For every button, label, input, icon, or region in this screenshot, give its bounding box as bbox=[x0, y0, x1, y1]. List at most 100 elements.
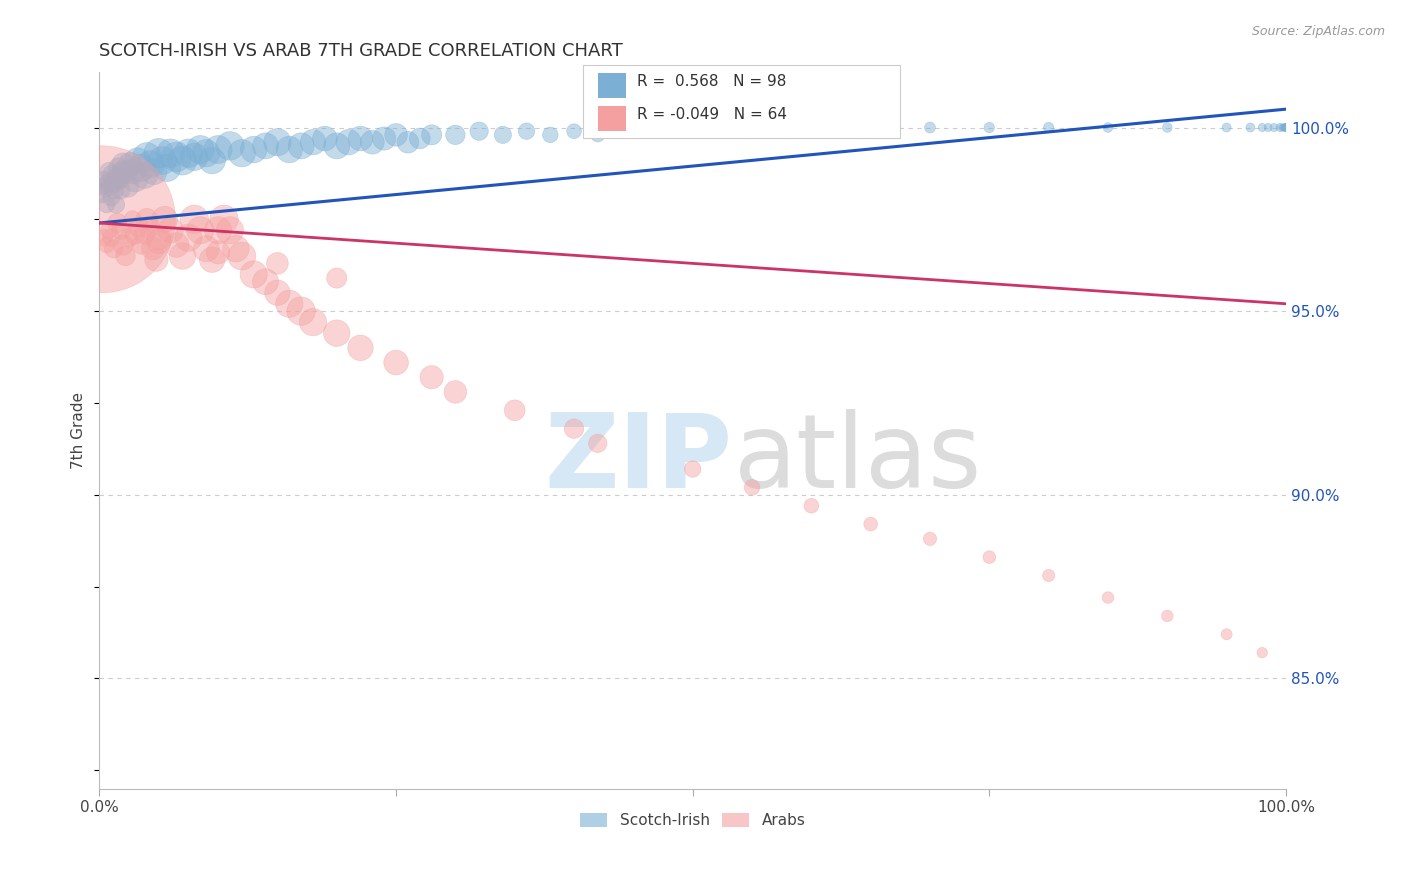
Point bbox=[326, 326, 349, 340]
Point bbox=[420, 128, 443, 142]
Point bbox=[183, 212, 205, 227]
Point bbox=[142, 242, 165, 256]
Point bbox=[1275, 120, 1298, 135]
Point bbox=[302, 315, 325, 329]
Point bbox=[326, 271, 349, 285]
Point bbox=[103, 242, 125, 256]
Point bbox=[219, 223, 242, 237]
Point bbox=[97, 164, 120, 178]
Point bbox=[1239, 120, 1261, 135]
Point bbox=[207, 245, 229, 260]
Point bbox=[172, 153, 194, 168]
Point bbox=[105, 216, 128, 230]
Point bbox=[1215, 627, 1237, 641]
Point bbox=[134, 227, 156, 241]
Point bbox=[139, 157, 162, 171]
Point bbox=[207, 143, 229, 157]
Point bbox=[1275, 120, 1298, 135]
Point bbox=[242, 143, 264, 157]
Point bbox=[349, 341, 371, 355]
Point bbox=[97, 223, 120, 237]
Point bbox=[254, 139, 277, 153]
Point bbox=[159, 146, 181, 161]
Point bbox=[124, 227, 146, 241]
Point bbox=[103, 176, 125, 190]
Point bbox=[110, 223, 132, 237]
Point bbox=[1275, 120, 1298, 135]
Point bbox=[800, 499, 823, 513]
Point bbox=[1215, 120, 1237, 135]
Point bbox=[385, 128, 408, 142]
Point bbox=[150, 153, 173, 168]
Point bbox=[156, 161, 179, 175]
Point bbox=[107, 161, 129, 175]
Point bbox=[153, 212, 176, 227]
Point bbox=[177, 230, 200, 244]
Point bbox=[112, 238, 135, 252]
Point bbox=[212, 212, 235, 227]
Point bbox=[278, 297, 301, 311]
Point bbox=[290, 139, 312, 153]
Point bbox=[1275, 120, 1298, 135]
Point bbox=[101, 168, 124, 182]
Point bbox=[104, 183, 127, 197]
Point bbox=[96, 238, 118, 252]
Point bbox=[444, 128, 467, 142]
Point bbox=[129, 161, 152, 175]
Point bbox=[1275, 120, 1298, 135]
Point bbox=[93, 230, 115, 244]
Y-axis label: 7th Grade: 7th Grade bbox=[72, 392, 86, 469]
Point bbox=[177, 146, 200, 161]
Point bbox=[114, 164, 136, 178]
Point bbox=[112, 157, 135, 171]
Text: atlas: atlas bbox=[734, 409, 983, 509]
Point bbox=[290, 304, 312, 318]
Point bbox=[121, 164, 143, 178]
Point bbox=[420, 370, 443, 384]
Point bbox=[1272, 120, 1295, 135]
Point bbox=[444, 384, 467, 399]
Text: R = -0.049   N = 64: R = -0.049 N = 64 bbox=[637, 107, 787, 122]
Point bbox=[266, 135, 288, 149]
Point bbox=[121, 212, 143, 227]
Point bbox=[111, 164, 134, 178]
Point bbox=[135, 150, 157, 164]
Point bbox=[219, 139, 242, 153]
Point bbox=[1038, 120, 1060, 135]
Text: ZIP: ZIP bbox=[544, 409, 733, 509]
Text: Source: ZipAtlas.com: Source: ZipAtlas.com bbox=[1251, 25, 1385, 38]
Point bbox=[538, 128, 561, 142]
Point bbox=[231, 249, 253, 263]
Point bbox=[1251, 120, 1274, 135]
Point bbox=[314, 131, 336, 145]
Point bbox=[128, 219, 150, 234]
Point bbox=[266, 285, 288, 300]
Point bbox=[1274, 120, 1296, 135]
Point bbox=[183, 150, 205, 164]
Point bbox=[201, 252, 224, 267]
Point bbox=[105, 197, 128, 211]
Point bbox=[148, 235, 170, 249]
Point bbox=[562, 124, 585, 138]
Point bbox=[1257, 120, 1279, 135]
Point bbox=[682, 120, 704, 135]
Point bbox=[145, 252, 167, 267]
Point bbox=[100, 230, 122, 244]
Point bbox=[634, 120, 657, 135]
Text: SCOTCH-IRISH VS ARAB 7TH GRADE CORRELATION CHART: SCOTCH-IRISH VS ARAB 7TH GRADE CORRELATI… bbox=[100, 42, 623, 60]
Point bbox=[1097, 120, 1119, 135]
Point bbox=[326, 139, 349, 153]
Point bbox=[741, 480, 763, 494]
Point bbox=[1038, 568, 1060, 582]
Point bbox=[129, 238, 152, 252]
Point bbox=[468, 124, 491, 138]
Point bbox=[254, 275, 277, 289]
Point bbox=[120, 157, 142, 171]
Point bbox=[90, 186, 112, 201]
Point bbox=[516, 124, 538, 138]
Point bbox=[117, 179, 139, 194]
Point bbox=[207, 223, 229, 237]
Point bbox=[859, 120, 882, 135]
Point bbox=[118, 230, 141, 244]
Point bbox=[1263, 120, 1285, 135]
